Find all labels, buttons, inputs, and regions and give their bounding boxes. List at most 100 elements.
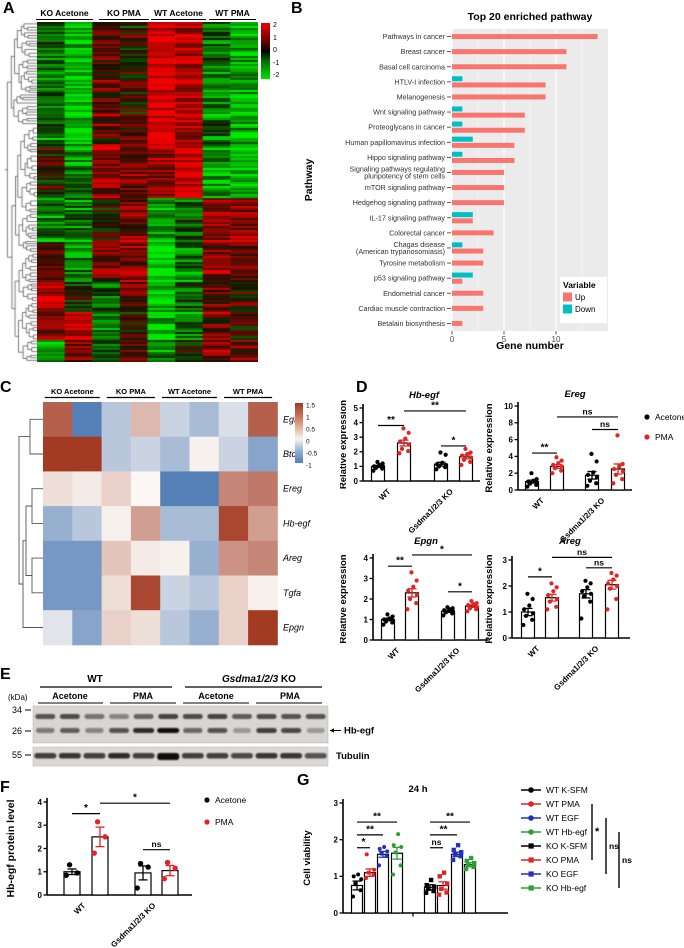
data-point — [399, 446, 405, 451]
svg-text:0: 0 — [334, 909, 339, 918]
svg-text:WT Acetone: WT Acetone — [168, 387, 211, 396]
blot-band-hbegf — [109, 728, 129, 733]
svg-text:Relative expression: Relative expression — [340, 400, 349, 489]
pathway-row — [452, 242, 484, 254]
data-point — [471, 864, 476, 869]
svg-text:Tyrosine metabolism: Tyrosine metabolism — [379, 259, 445, 268]
blot-band — [231, 714, 252, 719]
svg-text:Chagas disease: Chagas disease — [393, 240, 445, 249]
data-point — [441, 870, 447, 875]
svg-text:4: 4 — [354, 418, 359, 427]
blot-band — [207, 714, 228, 719]
data-point — [594, 481, 599, 486]
svg-text:WT: WT — [386, 646, 401, 661]
heatmap-cell — [43, 575, 73, 611]
data-point — [409, 570, 414, 575]
heatmap-cell — [218, 575, 249, 611]
data-point — [445, 605, 450, 610]
bar-WT PMA — [544, 597, 560, 639]
data-point — [385, 612, 390, 617]
svg-text:**: ** — [387, 415, 395, 426]
data-point — [526, 479, 531, 484]
data-point — [450, 609, 456, 614]
heatmap-cell — [160, 575, 190, 611]
data-point — [351, 874, 356, 879]
heatmap-cell — [218, 471, 249, 507]
data-point — [406, 448, 411, 454]
egf-family-heatmap: KO Acetone KO PMA WT Acetone WT PMA Egf Btc Er… — [18, 387, 318, 646]
svg-text:KO EGF: KO EGF — [546, 869, 578, 879]
heatmap-a-header-1: KO PMA — [99, 8, 149, 20]
svg-text:KO Hb-egf: KO Hb-egf — [546, 883, 587, 893]
data-point — [469, 598, 474, 604]
svg-text:Relative expression: Relative expression — [484, 403, 495, 492]
svg-text:Acetone: Acetone — [655, 412, 684, 422]
data-point — [406, 430, 411, 435]
svg-text:3: 3 — [38, 821, 43, 830]
bar-WT Hb-egf — [390, 852, 404, 914]
heatmap-cell — [130, 402, 161, 438]
svg-text:Breast cancer: Breast cancer — [401, 47, 446, 56]
data-point — [588, 591, 594, 596]
data-point — [458, 853, 463, 859]
svg-text:34: 34 — [12, 705, 22, 715]
svg-text:Tgfa: Tgfa — [283, 588, 301, 598]
svg-text:PMA: PMA — [655, 432, 674, 442]
svg-text:Hb-egf protein level: Hb-egf protein level — [5, 799, 17, 897]
data-point — [364, 876, 369, 881]
data-point — [431, 888, 436, 894]
heatmap-cell — [101, 540, 132, 576]
pathway-row — [452, 290, 484, 296]
blot-band-hbegf — [183, 728, 203, 733]
svg-text:26: 26 — [12, 726, 22, 736]
heatmap-cell — [130, 540, 161, 576]
bar-WT EGF — [376, 853, 390, 914]
data-point — [393, 850, 398, 855]
data-point — [559, 468, 564, 473]
data-point — [550, 471, 555, 476]
data-point — [587, 478, 593, 483]
svg-text:**: ** — [431, 400, 439, 411]
data-point — [353, 881, 358, 886]
data-point — [589, 451, 594, 456]
data-point — [620, 469, 626, 474]
svg-text:WT: WT — [377, 487, 392, 502]
data-point — [474, 601, 479, 606]
svg-text:8: 8 — [509, 419, 514, 428]
blot-band-hbegf — [281, 728, 302, 733]
heatmap-cell — [218, 506, 249, 542]
data-point — [407, 596, 413, 602]
data-point — [411, 584, 416, 589]
svg-text:Ereg: Ereg — [564, 389, 585, 400]
data-point — [545, 607, 550, 612]
svg-text:ns: ns — [609, 841, 619, 851]
heatmap-cell — [130, 575, 161, 611]
data-point — [371, 872, 376, 877]
svg-text:1: 1 — [503, 608, 508, 617]
blot-band-tubulin — [58, 753, 81, 759]
data-point — [534, 480, 540, 485]
svg-text:3: 3 — [364, 574, 369, 583]
svg-text:(American trypanosomiasis): (American trypanosomiasis) — [356, 247, 445, 256]
data-point — [366, 870, 371, 875]
data-point — [356, 872, 361, 877]
data-point — [594, 459, 599, 464]
heatmap-cell — [43, 402, 73, 438]
data-point — [534, 476, 539, 482]
data-point — [549, 581, 554, 586]
data-point — [617, 464, 622, 469]
svg-text:Wnt signaling pathway: Wnt signaling pathway — [373, 108, 445, 117]
pathway-row — [452, 121, 525, 133]
data-point — [530, 611, 536, 616]
svg-text:*: * — [595, 826, 600, 838]
blot-band — [256, 714, 277, 719]
svg-text:WT: WT — [87, 674, 103, 685]
data-point — [585, 585, 590, 590]
data-point — [424, 882, 429, 888]
data-point — [554, 455, 559, 460]
data-point — [161, 876, 167, 882]
data-point — [620, 476, 625, 482]
blot-band-hbegf — [35, 728, 55, 733]
data-point — [351, 894, 356, 899]
